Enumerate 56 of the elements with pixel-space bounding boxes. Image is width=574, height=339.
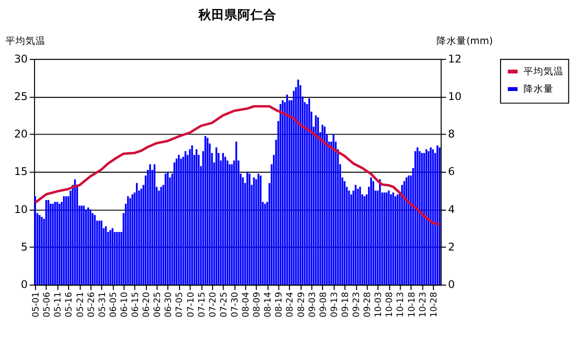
x-tick-label: 09-23	[352, 292, 362, 318]
x-tick-label: 09-18	[340, 292, 351, 318]
x-tick-label: 06-25	[153, 292, 164, 318]
x-tick-label: 09-08	[318, 292, 329, 318]
x-tick-label: 06-10	[120, 292, 130, 318]
x-tick-label: 08-24	[286, 292, 296, 318]
x-tick-label: 07-20	[208, 292, 218, 318]
y-axis-title: 平均気温	[5, 34, 46, 47]
y2-tick-label: 2	[448, 240, 455, 254]
y-tick-label: 15	[14, 165, 28, 178]
y-tick-label: 25	[14, 90, 28, 103]
y2-tick-label: 6	[448, 165, 456, 178]
x-tick-label: 08-19	[274, 292, 285, 318]
y-tick-label: 10	[14, 202, 28, 216]
y2-tick-label: 8	[448, 128, 456, 141]
y2-tick-label: 4	[448, 202, 456, 216]
x-tick-label: 05-06	[42, 292, 53, 318]
x-tick-label: 05-31	[98, 292, 108, 318]
y-tick-label: 0	[20, 278, 28, 292]
x-tick-label: 05-01	[32, 292, 42, 318]
x-tick-label: 10-23	[418, 292, 428, 318]
y2-tick-label: 0	[448, 278, 456, 292]
x-tick-label: 10-18	[407, 292, 418, 318]
x-tick-label: 09-13	[330, 292, 340, 318]
x-tick-label: 06-30	[164, 292, 174, 318]
x-tick-label: 07-25	[219, 292, 230, 318]
x-tick-label: 10-08	[385, 292, 396, 318]
x-tick-label: 05-16	[64, 292, 75, 318]
x-tick-label: 08-09	[252, 292, 263, 318]
x-tick-label: 06-05	[108, 292, 119, 318]
x-tick-label: 08-14	[264, 292, 274, 318]
x-tick-label: 08-04	[242, 292, 252, 318]
x-tick-label: 07-05	[175, 292, 186, 318]
x-tick-label: 07-10	[186, 292, 196, 318]
x-tick-label: 05-11	[54, 292, 64, 318]
x-tick-label: 07-30	[230, 292, 240, 318]
x-tick-label: 06-20	[142, 292, 152, 318]
x-tick-label: 05-26	[86, 292, 97, 318]
x-tick-label: 10-03	[374, 292, 384, 318]
legend-label: 降水量	[523, 82, 554, 95]
x-tick-label: 07-15	[197, 292, 208, 318]
x-tick-label: 05-21	[76, 292, 86, 318]
x-tick-label: 09-28	[363, 292, 374, 318]
x-tick-label: 10-28	[429, 292, 440, 318]
y-tick-label: 30	[14, 52, 28, 66]
y2-axis-title: 降水量(mm)	[436, 34, 493, 47]
y-tick-label: 5	[20, 240, 28, 254]
x-tick-label: 06-15	[131, 292, 142, 318]
x-tick-label: 10-13	[396, 292, 406, 318]
legend-label: 平均気温	[523, 65, 564, 78]
y-tick-label: 20	[14, 128, 28, 141]
y2-tick-label: 12	[448, 52, 462, 66]
chart-title: 秋田県阿仁合	[197, 7, 276, 22]
x-tick-label: 09-03	[308, 292, 318, 318]
y2-tick-label: 10	[448, 90, 462, 103]
x-tick-label: 08-29	[296, 292, 307, 318]
